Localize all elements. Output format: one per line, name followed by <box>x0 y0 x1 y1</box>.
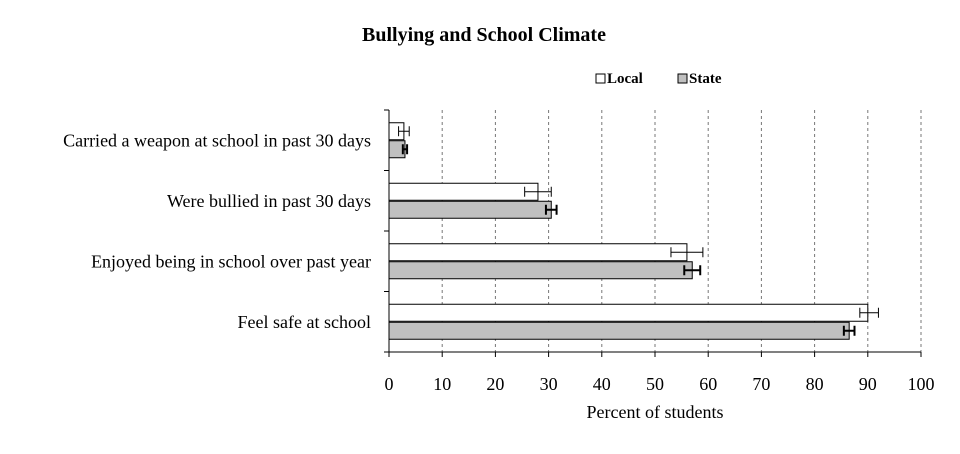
x-tick-label-30: 30 <box>540 374 558 394</box>
x-tick-label-60: 60 <box>699 374 717 394</box>
x-axis-title: Percent of students <box>587 402 724 422</box>
bar-local-3 <box>388 303 869 322</box>
legend-swatch-state <box>677 73 688 84</box>
bars <box>388 122 879 340</box>
bar-local-2 <box>388 243 688 262</box>
error-bar-local-0 <box>398 126 410 137</box>
x-tick-label-80: 80 <box>806 374 824 394</box>
x-tick-label-20: 20 <box>486 374 504 394</box>
error-bar-state-3 <box>842 325 856 336</box>
x-tick-label-0: 0 <box>385 374 394 394</box>
legend-label-state: State <box>689 71 722 87</box>
error-bar-local-3 <box>859 307 879 318</box>
x-tick-label-50: 50 <box>646 374 664 394</box>
x-tick-label-100: 100 <box>908 374 935 394</box>
error-bar-state-0 <box>401 144 409 155</box>
x-tick-label-70: 70 <box>752 374 770 394</box>
error-bar-local-2 <box>670 247 704 258</box>
chart-title: Bullying and School Climate <box>362 24 606 46</box>
bar-state-2 <box>388 261 693 280</box>
category-label-3: Feel safe at school <box>238 312 371 332</box>
bar-local-1 <box>388 182 539 201</box>
error-bar-local-1 <box>524 186 552 197</box>
error-bar-state-2 <box>683 265 702 276</box>
axes <box>384 109 922 357</box>
legend-swatch-local <box>595 73 606 84</box>
bar-state-3 <box>388 321 850 340</box>
category-label-0: Carried a weapon at school in past 30 da… <box>63 130 371 150</box>
category-labels: Carried a weapon at school in past 30 da… <box>63 130 371 332</box>
x-tick-label-90: 90 <box>859 374 877 394</box>
tick-labels: 0 10 20 30 40 50 60 70 80 90 100 <box>385 374 935 394</box>
error-bar-state-1 <box>544 204 558 215</box>
x-tick-label-40: 40 <box>593 374 611 394</box>
legend: Local State <box>595 71 722 87</box>
gridlines <box>441 110 922 352</box>
x-tick-label-10: 10 <box>433 374 451 394</box>
legend-label-local: Local <box>607 71 643 87</box>
category-label-2: Enjoyed being in school over past year <box>91 251 371 271</box>
category-label-1: Were bullied in past 30 days <box>167 191 371 211</box>
bar-state-1 <box>388 200 552 219</box>
